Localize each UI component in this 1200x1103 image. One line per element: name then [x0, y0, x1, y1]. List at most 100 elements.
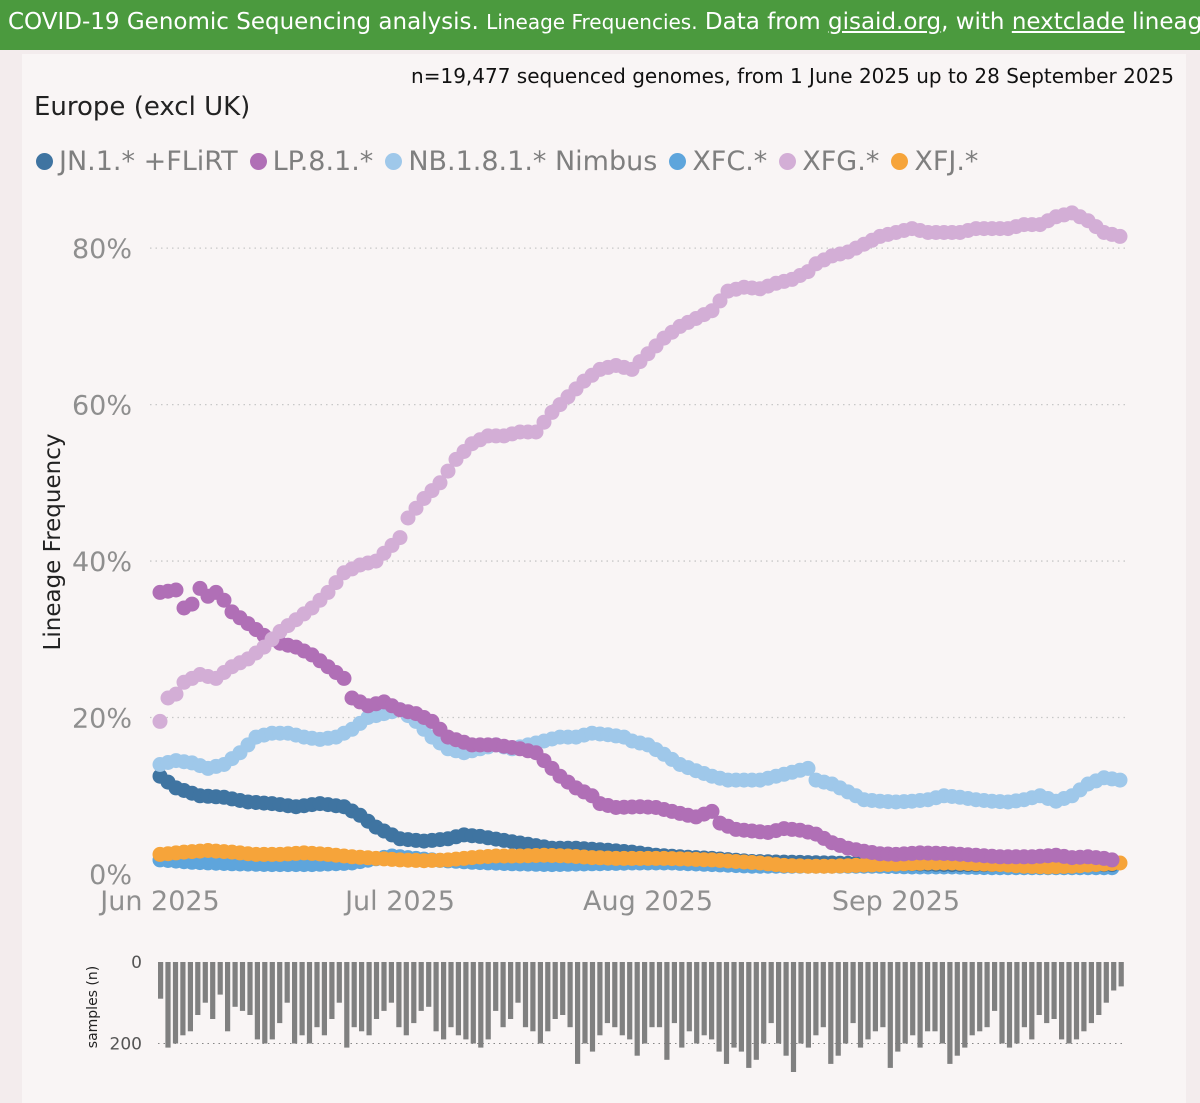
banner-title: COVID-19 Genomic Sequencing analysis.	[8, 9, 479, 35]
sample-bar	[925, 962, 931, 1032]
sample-bar	[1081, 962, 1087, 1032]
sample-bar	[567, 962, 573, 1028]
sample-bar	[1073, 962, 1080, 1040]
sample-bar	[790, 962, 797, 1072]
sample-bar	[619, 962, 625, 1036]
sample-bar	[1044, 962, 1050, 1024]
legend-item-nb-1-8-1-nimbus[interactable]: NB.1.8.1.* Nimbus	[385, 146, 657, 177]
legend-item-xfc[interactable]: XFC.*	[669, 146, 767, 177]
legend-item-jn-1-flirt[interactable]: JN.1.* +FLiRT	[36, 146, 238, 177]
sample-bar	[1066, 962, 1072, 1044]
samples-tick-label: 200	[110, 1034, 142, 1054]
sample-bar	[880, 962, 886, 1028]
sample-bar	[768, 962, 774, 1024]
sample-bar	[992, 962, 998, 1011]
sample-bar	[612, 962, 618, 1028]
sample-bar	[1103, 962, 1109, 1003]
sample-bar	[299, 962, 305, 1036]
legend-item-xfj[interactable]: XFJ.*	[891, 146, 978, 177]
sample-bar	[180, 962, 186, 1036]
legend-label: NB.1.8.1.* Nimbus	[408, 146, 658, 177]
banner-subtitle: Lineage Frequencies.	[486, 10, 698, 34]
sample-bar	[843, 962, 849, 1044]
gisaid-link[interactable]: gisaid.org	[827, 9, 942, 35]
sample-bar	[671, 962, 677, 1024]
data-point	[432, 475, 448, 491]
sample-bar	[530, 962, 536, 1032]
data-point	[152, 713, 168, 729]
sample-bar	[731, 962, 737, 1048]
sample-bar	[210, 962, 216, 1019]
sample-bar	[485, 962, 491, 1040]
samples-bars	[158, 962, 1124, 1072]
sample-bar	[403, 962, 409, 1036]
samples-tick-label: 0	[131, 953, 142, 973]
sample-bar	[172, 962, 179, 1044]
sample-bar	[597, 962, 603, 1036]
chart-panel: n=19,477 sequenced genomes, from 1 June …	[22, 54, 1186, 1103]
legend-dot-icon	[249, 153, 267, 170]
banner-with: , with	[941, 9, 1005, 35]
data-point	[1112, 772, 1128, 788]
sample-bar	[493, 962, 499, 1011]
sample-bar	[575, 962, 581, 1064]
sample-bar	[560, 962, 566, 1015]
sample-bar	[329, 962, 335, 1019]
sample-bar	[1006, 962, 1013, 1048]
sample-bar	[344, 962, 350, 1048]
x-tick-label: Jun 2025	[98, 886, 219, 917]
legend-item-xfg[interactable]: XFG.*	[779, 146, 879, 177]
sample-bar	[805, 962, 811, 1048]
sample-bar	[418, 962, 424, 1011]
sample-bar	[835, 962, 841, 1056]
sample-bar	[738, 962, 744, 1052]
sample-bar	[165, 962, 171, 1048]
sample-bar	[947, 962, 953, 1064]
sample-bar	[761, 962, 767, 1044]
y-tick-label: 80%	[72, 234, 132, 265]
sample-bar	[321, 962, 327, 1036]
sample-bar	[783, 962, 789, 1056]
data-point	[168, 582, 184, 598]
banner-data-from: Data from	[704, 9, 821, 35]
sample-bar	[642, 962, 648, 1044]
sample-bar	[902, 962, 908, 1044]
legend-label: XFJ.*	[914, 146, 979, 177]
lineage-chart: 0% 20% 40% 60% 80% Jun 2025 Jul 2025 Aug 2025 Se…	[40, 205, 1128, 1072]
legend-dot-icon	[385, 153, 403, 170]
sample-bar	[239, 962, 246, 1011]
data-point	[336, 670, 352, 686]
nextclade-link[interactable]: nextclade	[1011, 9, 1125, 35]
data-point	[168, 686, 184, 702]
y-axis-label: Lineage Frequency	[40, 434, 66, 651]
sample-bar	[1111, 962, 1117, 991]
series-lp-8-1	[152, 580, 1120, 868]
sample-bar	[962, 962, 968, 1048]
sample-bar	[433, 962, 439, 1032]
sample-bar	[686, 962, 692, 1032]
sample-bar	[828, 962, 834, 1064]
sample-bar	[1036, 962, 1042, 1015]
x-tick-label: Sep 2025	[832, 886, 960, 917]
sample-bar	[1096, 962, 1102, 1015]
sample-bar	[306, 962, 313, 1044]
sample-bar	[679, 962, 685, 1048]
sample-bar	[917, 962, 923, 1048]
legend-label: LP.8.1.*	[272, 146, 374, 177]
sample-bar	[500, 962, 506, 1028]
legend-item-lp-8-1[interactable]: LP.8.1.*	[249, 146, 374, 177]
y-tick-label: 20%	[72, 704, 132, 735]
sample-bar	[716, 962, 722, 1052]
region-title: Europe (excl UK)	[34, 92, 251, 122]
sample-bar	[776, 962, 782, 1044]
sample-bar	[448, 962, 454, 1028]
sample-bar	[582, 962, 588, 1044]
sample-bar	[709, 962, 715, 1040]
sample-bar	[589, 962, 596, 1052]
sample-bar	[656, 962, 663, 1028]
sample-bar	[865, 962, 871, 1040]
data-point	[1112, 228, 1128, 244]
sample-bar	[664, 962, 670, 1060]
sample-bar	[522, 962, 529, 1028]
sample-bar	[463, 962, 469, 1040]
